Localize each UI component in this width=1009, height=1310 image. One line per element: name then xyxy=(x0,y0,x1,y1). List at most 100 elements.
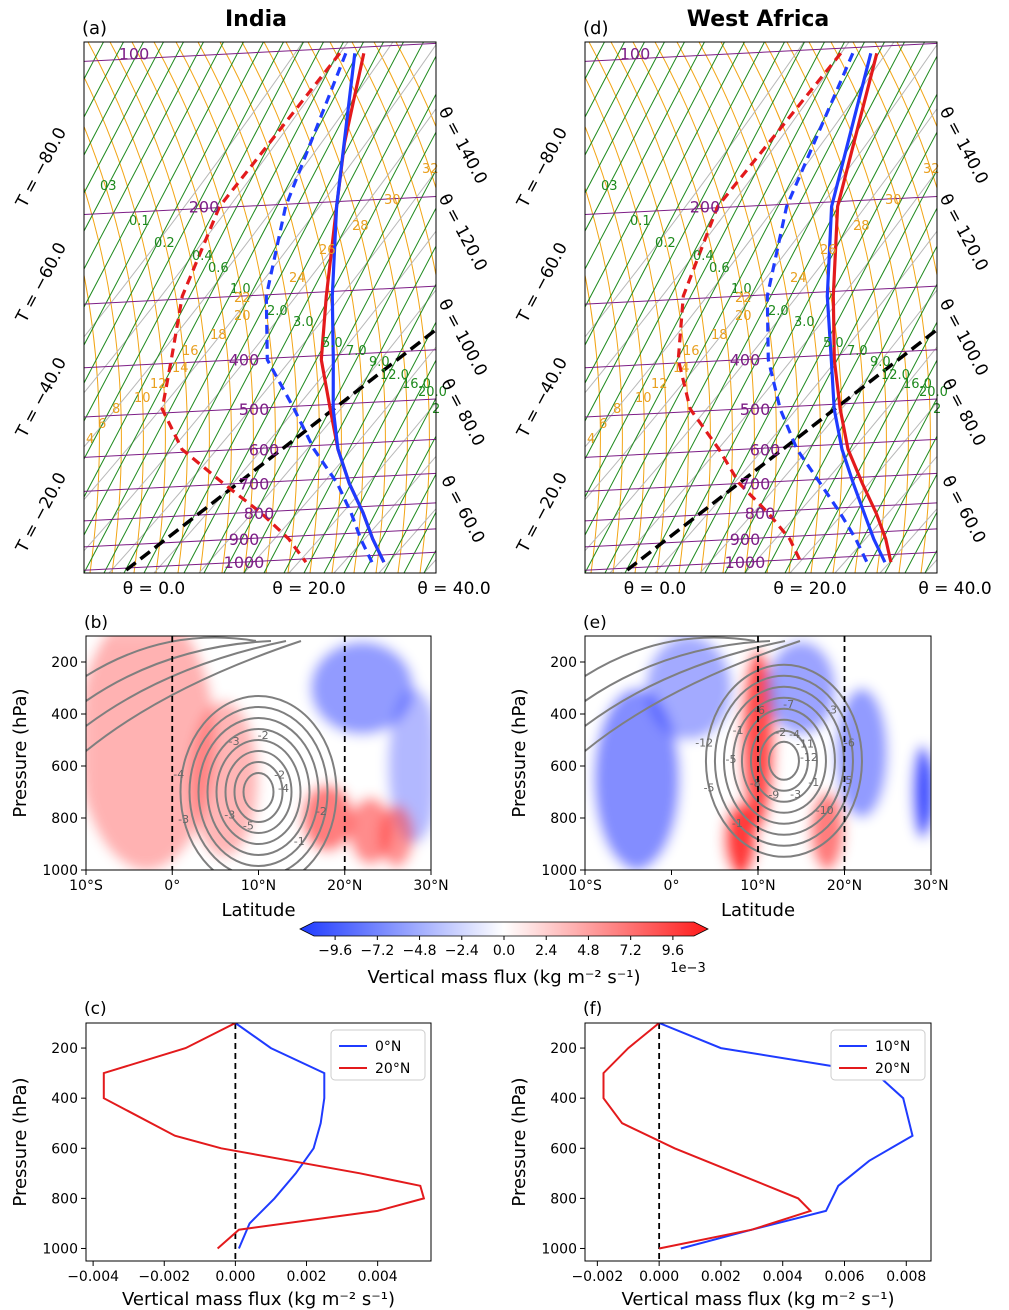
contour-line xyxy=(179,695,338,870)
contour-label: -6 xyxy=(754,704,765,717)
temperature-axis-label: T = −40.0 xyxy=(12,354,71,442)
dry-adiabat xyxy=(744,346,937,573)
y-axis-label: Pressure (hPa) xyxy=(509,688,530,817)
isotherm-line xyxy=(585,42,666,195)
theta-e-label: 24 xyxy=(790,271,807,286)
x-tick-label: 0° xyxy=(664,878,680,894)
y-tick-label: 600 xyxy=(550,1141,577,1157)
x-tick-label: 10°N xyxy=(740,878,775,894)
isotherm-line xyxy=(84,42,125,119)
isobar-line xyxy=(84,502,436,522)
colorbar-ticks: −9.6 −7.2 −4.8 −2.4 0.0 2.4 4.8 7.2 9.6 xyxy=(318,936,684,959)
contour-line xyxy=(233,761,284,823)
panel-d-title: West Africa xyxy=(687,7,830,32)
panel-f-letter: (f) xyxy=(583,999,602,1019)
theta-e-label: 4 xyxy=(86,432,94,447)
contour-line xyxy=(585,640,771,702)
moist-adiabat xyxy=(830,42,931,573)
isotherm-line xyxy=(383,473,436,573)
x-tick-label: 20°N xyxy=(827,878,862,894)
contour-line xyxy=(86,636,257,677)
heatmap-b-contours: -4-3-2-1-4 -2-5-3-2-3 xyxy=(86,636,338,870)
contour-label: -1 xyxy=(733,724,744,737)
isotherm-line xyxy=(84,42,305,461)
mixing-ratio-label: 5.0 xyxy=(322,336,343,351)
isotherm-line xyxy=(585,42,786,423)
panel-c-frame xyxy=(85,1022,432,1262)
contour-line xyxy=(242,772,275,812)
theta-e-label: 12 xyxy=(651,377,668,392)
skewt-a-profiles xyxy=(119,52,436,573)
panel-b: (b) -4-3-2-1-4 -2-5-3-2-3 10°S 0° 10°N 20°N 3… xyxy=(10,613,449,921)
theta-e-label: 20 xyxy=(234,309,251,324)
contour-label: -11 xyxy=(796,737,814,750)
reference-dashed-line xyxy=(620,327,937,573)
moist-adiabat xyxy=(263,42,364,573)
theta-e-label: 32 xyxy=(923,162,940,177)
y-tick-label: 600 xyxy=(51,759,78,775)
isobar-line xyxy=(84,528,436,548)
contour-label: -3 xyxy=(178,813,189,826)
profile-blue-solid xyxy=(825,52,887,563)
isobar-label: 800 xyxy=(244,504,275,523)
moist-adiabat xyxy=(585,76,667,573)
dry-adiabat xyxy=(585,42,850,394)
line-c-axes: −0.004 −0.002 0.000 0.002 0.004 200 400 600 800 1… xyxy=(10,1029,426,1310)
panel-c: (c) −0.004 −0.002 0.000 0.002 0.004 200 400 600… xyxy=(10,999,432,1310)
x-tick-label: 30°N xyxy=(913,878,948,894)
theta-e-label: 6 xyxy=(599,417,607,432)
isobar-label: 500 xyxy=(740,400,771,419)
temperature-axis-label: T = −80.0 xyxy=(513,124,572,212)
contour-line xyxy=(704,663,863,858)
panel-a-frame xyxy=(83,41,437,574)
panel-d: (d) West Africa 100 200 400 500 600 700 800 900… xyxy=(513,7,1009,599)
y-tick-label: 1000 xyxy=(42,1241,78,1257)
contour-line xyxy=(749,718,818,803)
temperature-axis-label: T = −20.0 xyxy=(513,469,572,557)
y-tick-label: 1000 xyxy=(541,863,577,879)
isotherm-line xyxy=(844,397,937,573)
series-line-20°N xyxy=(102,1023,426,1250)
mixing-ratio-label: 12.0 xyxy=(881,368,910,383)
x-tick-label: 10°S xyxy=(69,878,103,894)
panel-e: (e) -12-8-7-10-12 -11-9-6-5-5-4-3-1-6-1-2… xyxy=(509,613,949,921)
mixing-ratio-label: 16.0 xyxy=(903,377,932,392)
isotherm-line xyxy=(84,42,185,233)
x-tick-label: −0.002 xyxy=(571,1269,623,1285)
isotherm-line xyxy=(84,42,205,271)
contour-line xyxy=(188,706,329,870)
isotherm-line xyxy=(965,22,1009,573)
isotherm-line xyxy=(323,359,436,573)
theta-e-label: 28 xyxy=(853,219,870,234)
x-tick-label: 0.004 xyxy=(763,1269,803,1285)
isobar-line xyxy=(585,502,937,522)
theta-axis-label: θ = 80.0 xyxy=(436,376,488,450)
isobar-label: 700 xyxy=(740,474,771,493)
isotherm-line xyxy=(585,42,726,309)
contour-label: -9 xyxy=(768,788,779,801)
dry-adiabat xyxy=(153,230,436,573)
isobar-line xyxy=(585,438,937,458)
moist-adiabat xyxy=(588,42,689,573)
isotherm-line xyxy=(283,283,436,573)
moist-adiabat xyxy=(874,42,937,190)
y-tick-label: 200 xyxy=(51,1041,78,1057)
isobar-label: 900 xyxy=(229,530,260,549)
contour-label: -5 xyxy=(726,753,737,766)
isotherm-line xyxy=(824,359,937,573)
temperature-axis-label: T = −60.0 xyxy=(513,239,572,327)
y-axis-label: Pressure (hPa) xyxy=(10,688,31,817)
contour-line xyxy=(740,707,827,814)
contour-line xyxy=(206,728,311,856)
mixing-ratio-label: 0.2 xyxy=(655,236,676,251)
panel-a: (a) India 100 200 400 500 600 700 800 900 1000 03… xyxy=(12,7,491,599)
moist-adiabat xyxy=(373,42,436,190)
isotherm-line xyxy=(223,169,436,573)
isotherm-line xyxy=(585,42,646,157)
moist-adiabat xyxy=(852,42,937,278)
isotherm-line xyxy=(924,549,937,573)
moist-adiabat xyxy=(84,76,166,573)
x-tick-label: 0.008 xyxy=(886,1269,926,1285)
mixing-ratio-label: 20.0 xyxy=(919,385,948,400)
dry-adiabat xyxy=(288,401,436,573)
